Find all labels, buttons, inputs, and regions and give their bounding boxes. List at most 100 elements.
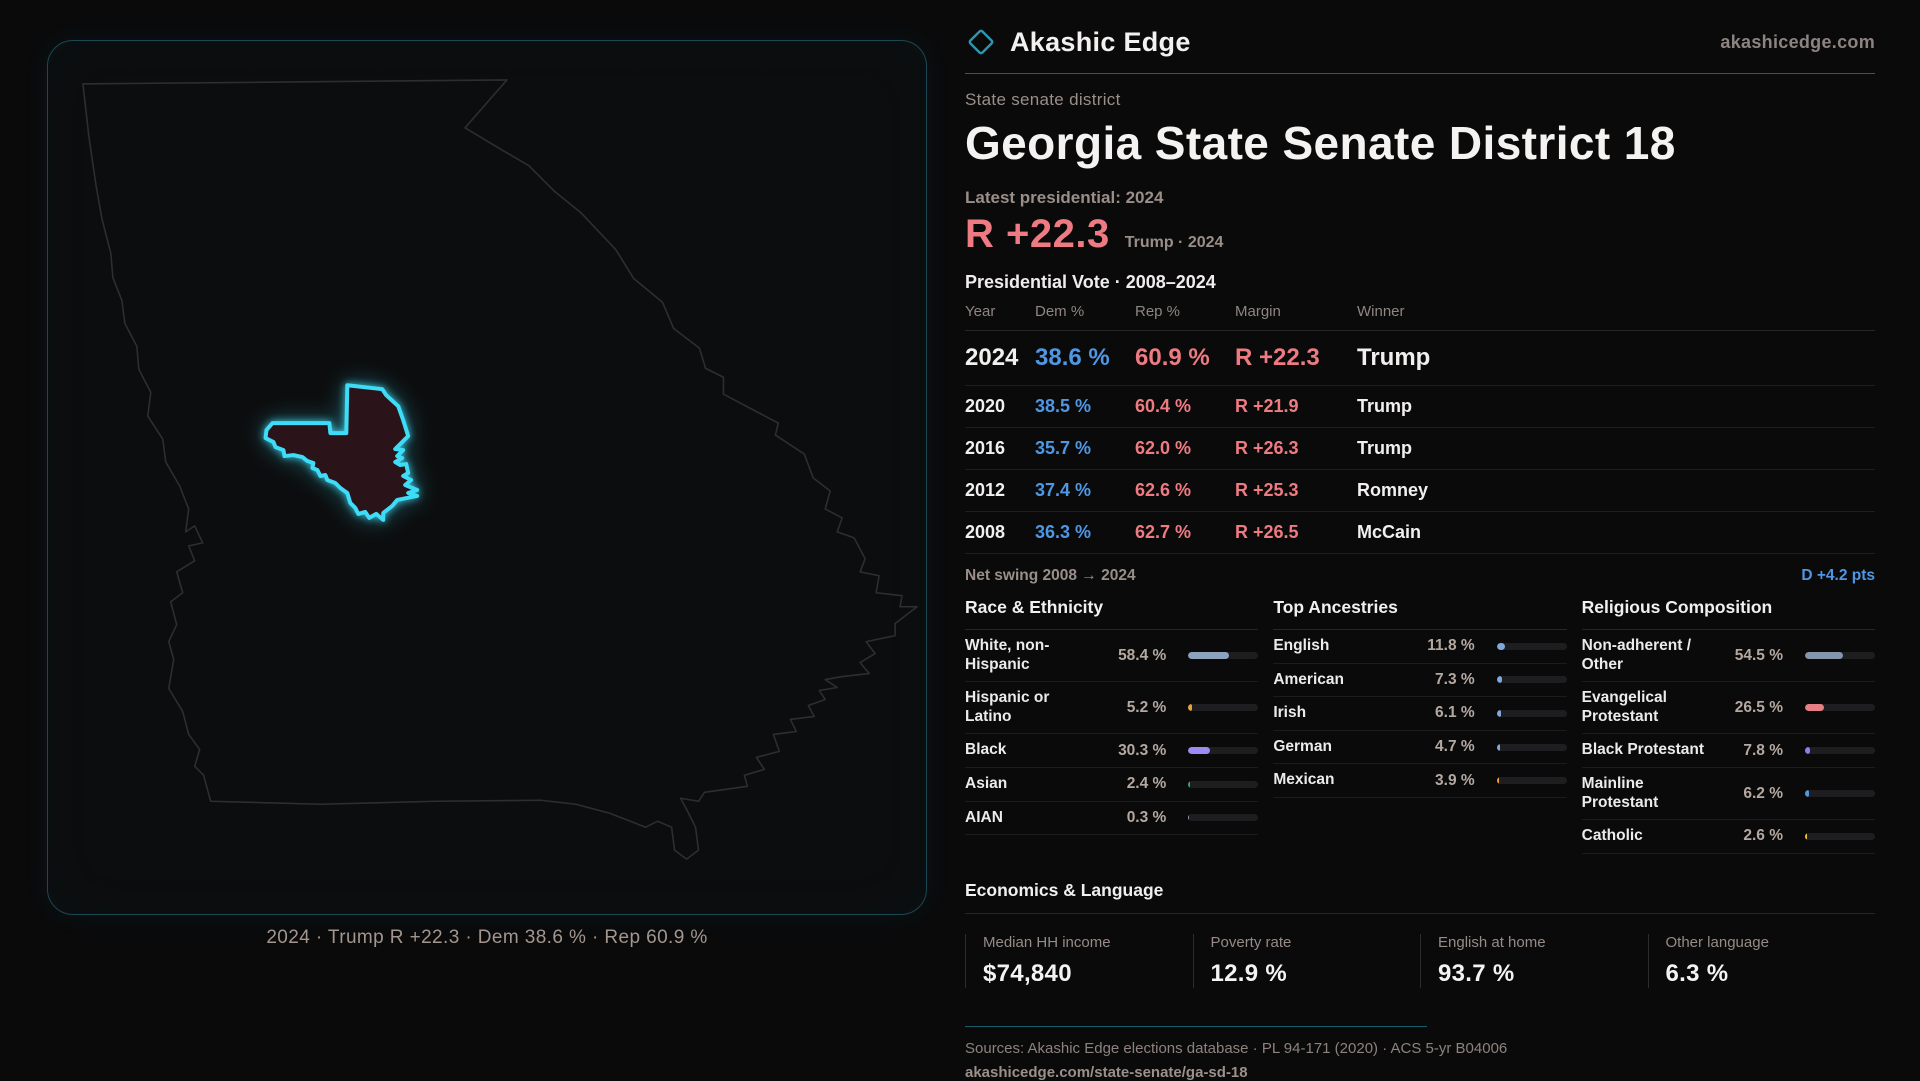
- list-item: Catholic 2.6 %: [1582, 820, 1875, 854]
- table-row: 2020 38.5 % 60.4 % R +21.9 Trump: [965, 386, 1875, 428]
- cell-rep: 62.7 %: [1135, 522, 1235, 543]
- bar-fill: [1188, 747, 1209, 754]
- headline-margin-context: Trump · 2024: [1125, 234, 1224, 252]
- bar-fill: [1497, 744, 1500, 751]
- bar-fill: [1497, 710, 1501, 717]
- demo-label: Catholic: [1582, 827, 1721, 846]
- demo-label: Non-adherent / Other: [1582, 637, 1721, 674]
- demo-label: Evangelical Protestant: [1582, 689, 1721, 726]
- footer-url-link[interactable]: akashicedge.com/state-senate/ga-sd-18: [965, 1064, 1875, 1081]
- race-ethnicity-section: Race & Ethnicity White, non-Hispanic 58.…: [965, 597, 1258, 854]
- demo-value: 11.8 %: [1413, 637, 1475, 655]
- bar-track: [1805, 833, 1875, 840]
- stat-other-language: Other language 6.3 %: [1648, 934, 1876, 988]
- net-swing-row: Net swing 2008 → 2024 D +4.2 pts: [965, 554, 1875, 593]
- demographics-grid: Race & Ethnicity White, non-Hispanic 58.…: [965, 597, 1875, 854]
- stat-label: Median HH income: [983, 934, 1193, 951]
- demo-label: German: [1273, 738, 1412, 757]
- list-item: White, non-Hispanic 58.4 %: [965, 630, 1258, 682]
- demo-label: Mainline Protestant: [1582, 775, 1721, 812]
- headline-margin-value: R +22.3: [965, 212, 1110, 257]
- cell-margin: R +26.3: [1235, 438, 1357, 459]
- bar-track: [1805, 704, 1875, 711]
- stat-value: 12.9 %: [1211, 960, 1421, 988]
- bar-track: [1497, 643, 1567, 650]
- demo-value: 2.4 %: [1104, 775, 1166, 793]
- cell-rep: 60.4 %: [1135, 396, 1235, 417]
- bar-fill: [1805, 833, 1807, 840]
- demo-label: AIAN: [965, 809, 1104, 828]
- demo-label: Asian: [965, 775, 1104, 794]
- demo-label: White, non-Hispanic: [965, 637, 1104, 674]
- bar-fill: [1497, 676, 1502, 683]
- col-header-dem: Dem %: [1035, 303, 1135, 320]
- table-row: 2008 36.3 % 62.7 % R +26.5 McCain: [965, 512, 1875, 554]
- stat-label: Other language: [1666, 934, 1876, 951]
- cell-dem: 38.6 %: [1035, 344, 1135, 372]
- brand-name: Akashic Edge: [1010, 27, 1191, 58]
- map-caption: 2024 · Trump R +22.3 · Dem 38.6 % · Rep …: [47, 927, 927, 949]
- list-item: English 11.8 %: [1273, 630, 1566, 664]
- demo-label: English: [1273, 637, 1412, 656]
- net-swing-value: D +4.2 pts: [1801, 567, 1875, 585]
- bar-fill: [1805, 704, 1824, 711]
- footer: Sources: Akashic Edge elections database…: [965, 1026, 1875, 1081]
- demo-value: 7.3 %: [1413, 671, 1475, 689]
- demo-value: 30.3 %: [1104, 742, 1166, 760]
- bar-fill: [1188, 652, 1229, 659]
- bar-track: [1497, 744, 1567, 751]
- bar-fill: [1805, 652, 1843, 659]
- header-row: Akashic Edge akashicedge.com: [965, 26, 1875, 74]
- section-title: Race & Ethnicity: [965, 597, 1258, 630]
- diamond-logo-icon: [965, 26, 997, 58]
- bar-track: [1188, 781, 1258, 788]
- cell-rep: 62.6 %: [1135, 480, 1235, 501]
- stat-english-at-home: English at home 93.7 %: [1420, 934, 1648, 988]
- list-item: German 4.7 %: [1273, 731, 1566, 765]
- stat-value: $74,840: [983, 960, 1193, 988]
- stat-value: 6.3 %: [1666, 960, 1876, 988]
- bar-fill: [1188, 781, 1190, 788]
- bar-fill: [1497, 643, 1505, 650]
- bar-track: [1188, 704, 1258, 711]
- cell-winner: McCain: [1357, 522, 1875, 543]
- demo-label: Hispanic or Latino: [965, 689, 1104, 726]
- list-item: Mexican 3.9 %: [1273, 764, 1566, 798]
- vote-table-header: Year Dem % Rep % Margin Winner: [965, 303, 1875, 331]
- demo-label: Irish: [1273, 704, 1412, 723]
- table-row: 2024 38.6 % 60.9 % R +22.3 Trump: [965, 331, 1875, 386]
- demo-value: 6.1 %: [1413, 704, 1475, 722]
- cell-dem: 37.4 %: [1035, 480, 1135, 501]
- demo-label: American: [1273, 671, 1412, 690]
- cell-margin: R +21.9: [1235, 396, 1357, 417]
- page-title: Georgia State Senate District 18: [965, 116, 1875, 170]
- demo-value: 7.8 %: [1721, 742, 1783, 760]
- list-item: AIAN 0.3 %: [965, 802, 1258, 836]
- stat-label: Poverty rate: [1211, 934, 1421, 951]
- cell-margin: R +26.5: [1235, 522, 1357, 543]
- bar-track: [1188, 814, 1258, 821]
- net-swing-label: Net swing 2008 → 2024: [965, 567, 1136, 585]
- cell-dem: 38.5 %: [1035, 396, 1135, 417]
- headline-margin-row: R +22.3 Trump · 2024: [965, 212, 1875, 257]
- demo-value: 3.9 %: [1413, 772, 1475, 790]
- demo-value: 26.5 %: [1721, 699, 1783, 717]
- list-item: Hispanic or Latino 5.2 %: [965, 682, 1258, 734]
- brand-site-link[interactable]: akashicedge.com: [1720, 32, 1875, 53]
- cell-winner: Trump: [1357, 396, 1875, 417]
- cell-winner: Trump: [1357, 438, 1875, 459]
- col-header-rep: Rep %: [1135, 303, 1235, 320]
- table-row: 2012 37.4 % 62.6 % R +25.3 Romney: [965, 470, 1875, 512]
- section-title: Religious Composition: [1582, 597, 1875, 630]
- footer-divider: [965, 1026, 1427, 1027]
- list-item: Mainline Protestant 6.2 %: [1582, 768, 1875, 820]
- stats-panel: Akashic Edge akashicedge.com State senat…: [965, 26, 1875, 1081]
- section-title: Top Ancestries: [1273, 597, 1566, 630]
- ancestries-section: Top Ancestries English 11.8 % American 7…: [1273, 597, 1566, 854]
- demo-label: Black Protestant: [1582, 741, 1721, 760]
- demo-label: Black: [965, 741, 1104, 760]
- bar-track: [1497, 777, 1567, 784]
- cell-year: 2008: [965, 522, 1035, 543]
- bar-fill: [1188, 704, 1192, 711]
- bar-track: [1805, 790, 1875, 797]
